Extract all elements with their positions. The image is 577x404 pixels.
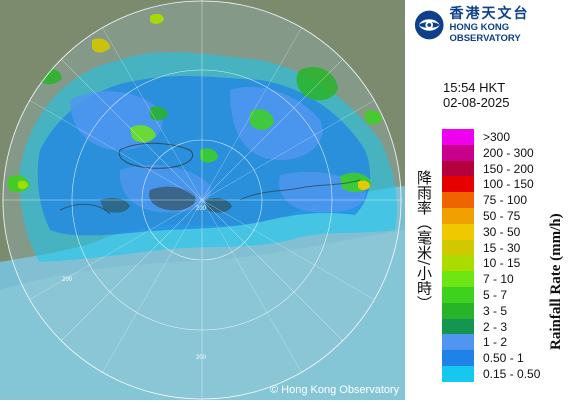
legend-label: 3 - 5	[483, 303, 508, 318]
org-name-en: HONG KONG OBSERVATORY	[449, 22, 521, 44]
legend-swatch	[442, 350, 474, 366]
legend-label: 7 - 10	[483, 272, 514, 287]
legend-panel: 香港天文台 HONG KONG OBSERVATORY 15:54 HKT 02…	[405, 0, 577, 400]
radar-map-image: 200 200 200	[0, 0, 405, 400]
legend-swatch	[442, 286, 474, 303]
legend-swatch	[442, 223, 474, 240]
legend-label: 0.15 - 0.50	[483, 366, 541, 381]
radar-map: 200 200 200 © Hong Kong Observatory	[0, 0, 405, 400]
range-ring-label: 200	[196, 206, 207, 212]
legend-label: 200 - 300	[483, 145, 534, 160]
legend-swatch	[442, 160, 474, 177]
range-ring-label: 200	[62, 277, 73, 283]
legend-label: 50 - 75	[483, 208, 521, 223]
range-ring-label: 200	[196, 355, 207, 361]
legend-label: 10 - 15	[483, 256, 521, 271]
legend-swatch	[442, 365, 474, 382]
timestamp: 15:54 HKT 02-08-2025	[443, 80, 510, 110]
legend-label: 1 - 2	[483, 335, 508, 350]
legend-swatch	[442, 176, 474, 193]
legend-title-zh: 降雨率（毫米/小時）	[415, 170, 433, 311]
legend-label: 2 - 3	[483, 319, 508, 334]
legend-swatch	[442, 192, 474, 208]
legend-swatch	[442, 255, 474, 272]
copyright-text: © Hong Kong Observatory	[270, 384, 400, 396]
date-text: 02-08-2025	[443, 95, 510, 110]
legend-label: 30 - 50	[483, 224, 521, 239]
legend-label: 15 - 30	[483, 240, 521, 255]
legend-label: 150 - 200	[483, 161, 534, 176]
legend-swatch	[442, 207, 474, 224]
legend-swatch	[442, 129, 474, 145]
legend-label: 0.50 - 1	[483, 351, 524, 366]
legend-swatch	[442, 334, 474, 351]
hko-logo: 香港天文台 HONG KONG OBSERVATORY	[413, 6, 577, 44]
org-name-zh: 香港天文台	[449, 6, 530, 22]
legend-swatch	[442, 239, 474, 256]
legend-label: 100 - 150	[483, 177, 534, 192]
legend-label: 75 - 100	[483, 193, 528, 208]
legend-swatch	[442, 144, 474, 161]
legend-swatch	[442, 302, 474, 319]
time-text: 15:54 HKT	[443, 80, 506, 95]
legend-label: >300	[483, 130, 511, 144]
legend-title-en: Rainfall Rate (mm/h)	[548, 213, 564, 350]
legend-swatch	[442, 271, 474, 287]
legend-swatch	[442, 318, 474, 335]
hko-logo-icon	[414, 10, 444, 40]
legend-label: 5 - 7	[483, 287, 508, 302]
